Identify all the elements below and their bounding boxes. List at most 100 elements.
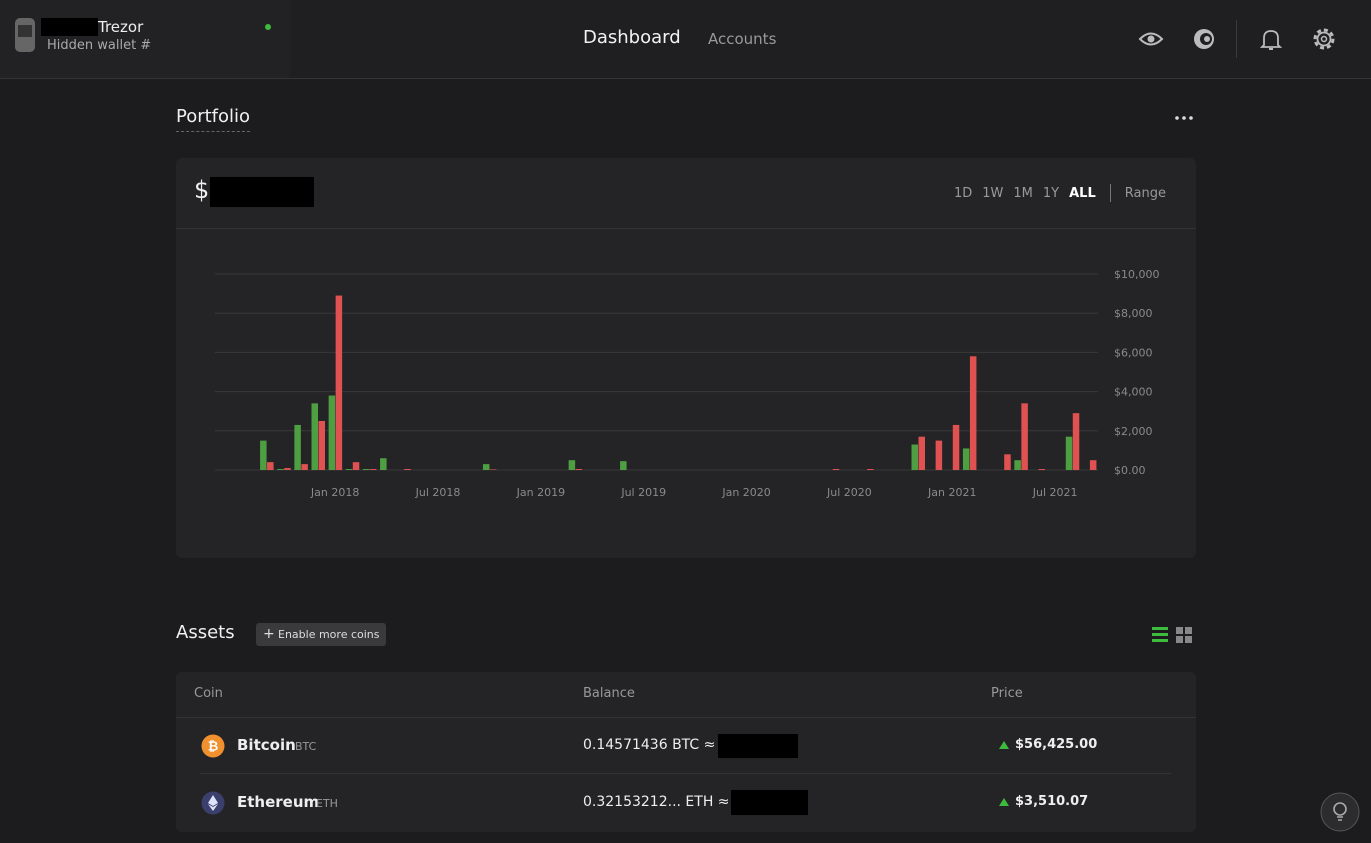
bar — [1039, 469, 1046, 470]
y-tick-label: $2,000 — [1114, 425, 1153, 438]
x-tick-label: Jan 2021 — [927, 486, 976, 499]
theme-button[interactable] — [1191, 26, 1217, 52]
redaction — [210, 177, 314, 207]
section-title: Portfolio — [176, 106, 250, 132]
y-tick-label: $10,000 — [1114, 268, 1160, 281]
bar — [912, 445, 919, 470]
price: $3,510.07 — [1015, 794, 1088, 809]
price: $56,425.00 — [1015, 737, 1097, 752]
view-toggle[interactable] — [1151, 625, 1195, 643]
nav-tab[interactable]: Dashboard — [583, 27, 681, 48]
coin-symbol: ETH — [316, 797, 338, 810]
bar — [404, 469, 411, 470]
bar — [1004, 454, 1011, 470]
balance: 0.32153212... ETH ≈ — [583, 794, 730, 810]
bar — [353, 462, 360, 470]
coin-icon: ₿ — [201, 734, 225, 758]
x-tick-label: Jan 2020 — [721, 486, 770, 499]
bar — [260, 441, 267, 470]
section-title: Assets — [176, 622, 235, 643]
redaction — [41, 18, 98, 36]
nav-tab[interactable]: Accounts — [708, 30, 776, 48]
balance: 0.14571436 BTC ≈ — [583, 737, 715, 753]
svg-text:₿: ₿ — [208, 740, 219, 755]
y-tick-label: $8,000 — [1114, 307, 1153, 320]
bar — [346, 469, 353, 470]
balance-currency: $ — [194, 176, 209, 204]
bar — [277, 469, 284, 470]
coin-name: Ethereum — [237, 793, 319, 811]
more-button[interactable] — [1172, 110, 1196, 126]
bar — [301, 464, 308, 470]
range-option[interactable]: 1W — [982, 186, 1003, 201]
redaction — [718, 734, 798, 758]
bar — [936, 441, 943, 470]
x-tick-label: Jan 2019 — [516, 486, 565, 499]
bar — [620, 461, 627, 470]
bar — [490, 469, 497, 470]
bar — [380, 458, 387, 470]
x-tick-label: Jul 2020 — [826, 486, 872, 499]
divider — [176, 717, 1196, 718]
bar — [867, 469, 874, 470]
divider — [1236, 20, 1237, 58]
coin-icon — [201, 791, 225, 815]
range-option[interactable]: ALL — [1069, 186, 1096, 201]
tips-button[interactable] — [1320, 792, 1360, 832]
bar — [1014, 460, 1021, 470]
bar — [336, 296, 343, 470]
status-dot — [265, 24, 271, 30]
bar — [576, 469, 583, 470]
chart: $0.00 $2,000 $4,000 $6,000 $8,000 $10,000 Jan … — [176, 229, 1196, 557]
price-up-icon — [998, 740, 1010, 750]
x-tick-label: Jan 2018 — [310, 486, 359, 499]
eye-button[interactable] — [1138, 26, 1164, 52]
bar — [294, 425, 301, 470]
bar — [1021, 403, 1028, 470]
divider — [200, 773, 1171, 774]
price-up-icon — [998, 797, 1010, 807]
bar — [953, 425, 960, 470]
column-header: Price — [991, 686, 1023, 701]
bar — [267, 462, 274, 470]
bar — [370, 469, 377, 470]
bar — [284, 468, 291, 470]
bar — [363, 469, 370, 470]
y-tick-label: $6,000 — [1114, 346, 1153, 359]
bar — [319, 421, 326, 470]
button-label: Enable more coins — [278, 628, 380, 641]
settings-button[interactable] — [1311, 26, 1337, 52]
range-option[interactable]: 1D — [954, 186, 972, 201]
range-option[interactable]: 1M — [1013, 186, 1033, 201]
enable-coins-button[interactable]: +Enable more coins — [256, 623, 386, 646]
bar — [1090, 460, 1097, 470]
wallet-type: Hidden wallet # — [47, 38, 151, 53]
bar — [1066, 437, 1073, 470]
divider — [1110, 184, 1111, 202]
bar — [312, 403, 319, 470]
x-tick-label: Jul 2018 — [415, 486, 461, 499]
device-icon — [14, 17, 36, 53]
bar — [329, 396, 336, 470]
plus-icon: + — [263, 623, 275, 646]
bar — [483, 464, 490, 470]
bar — [919, 437, 926, 470]
column-header: Balance — [583, 686, 635, 701]
column-header: Coin — [194, 686, 223, 701]
x-tick-label: Jul 2021 — [1032, 486, 1078, 499]
wallet-name: Trezor — [98, 18, 143, 36]
bar — [963, 448, 970, 470]
notifications-button[interactable] — [1259, 27, 1283, 53]
y-tick-label: $0.00 — [1114, 464, 1146, 477]
coin-symbol: BTC — [295, 740, 316, 753]
range-option[interactable]: Range — [1125, 186, 1166, 201]
range-selector: 1D 1W 1M 1Y ALL Range — [954, 184, 1166, 202]
x-tick-label: Jul 2019 — [620, 486, 666, 499]
bar — [1073, 413, 1080, 470]
range-option[interactable]: 1Y — [1043, 186, 1059, 201]
coin-name: Bitcoin — [237, 736, 296, 754]
bar — [569, 460, 576, 470]
bar — [970, 356, 977, 470]
y-tick-label: $4,000 — [1114, 386, 1153, 399]
